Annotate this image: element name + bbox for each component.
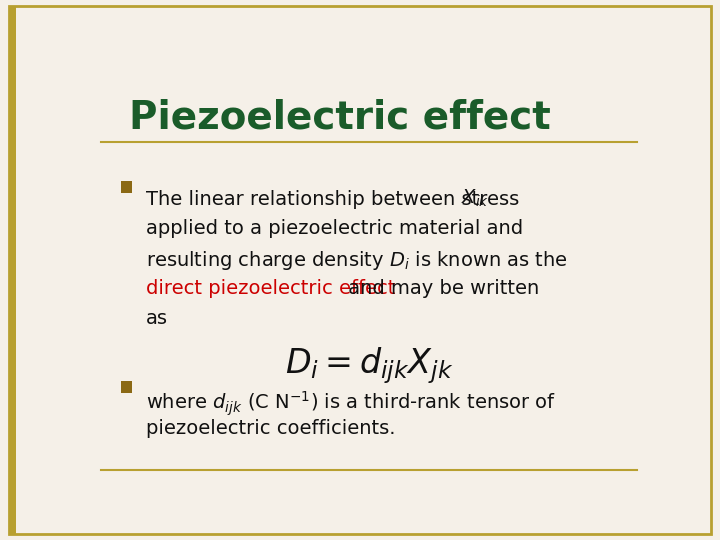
Text: piezoelectric coefficients.: piezoelectric coefficients.	[145, 419, 395, 438]
Text: direct piezoelectric effect: direct piezoelectric effect	[145, 279, 395, 299]
Bar	[121, 181, 132, 193]
Text: where $d_{ijk}$ (C N$^{-1}$) is a third-rank tensor of: where $d_{ijk}$ (C N$^{-1}$) is a third-…	[145, 389, 556, 417]
Text: applied to a piezoelectric material and: applied to a piezoelectric material and	[145, 219, 523, 239]
Text: $X_{ik}$: $X_{ik}$	[461, 187, 490, 209]
Text: The linear relationship between stress: The linear relationship between stress	[145, 190, 526, 208]
Text: and may be written: and may be written	[342, 279, 539, 299]
Text: resulting charge density $D_i$ is known as the: resulting charge density $D_i$ is known …	[145, 249, 568, 272]
Text: Piezoelectric effect: Piezoelectric effect	[129, 98, 551, 136]
Bar	[121, 381, 132, 393]
Text: $D_i = d_{ijk}X_{jk}$: $D_i = d_{ijk}X_{jk}$	[285, 345, 453, 386]
Text: as: as	[145, 309, 168, 328]
